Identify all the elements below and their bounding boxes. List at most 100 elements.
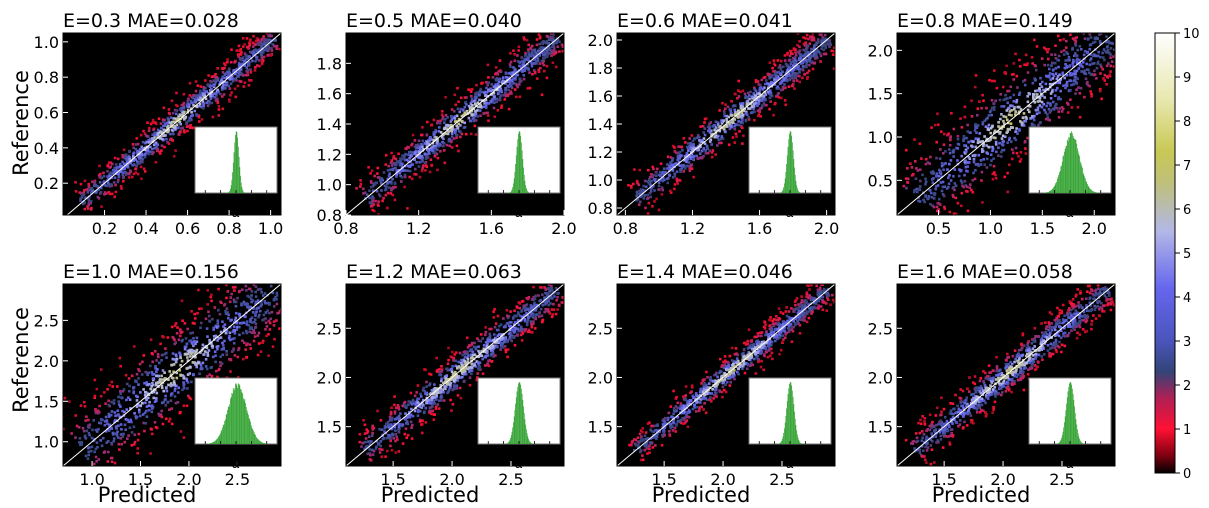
density-point: [645, 185, 648, 189]
density-point: [812, 48, 816, 52]
histogram-bar: [784, 178, 786, 193]
density-point: [769, 92, 773, 95]
density-point: [688, 137, 691, 140]
identity-line: [66, 32, 282, 216]
density-point: [400, 163, 403, 167]
density-point: [202, 85, 205, 89]
density-point: [434, 153, 437, 156]
density-point: [760, 94, 764, 97]
density-point: [262, 48, 266, 51]
density-point: [799, 67, 802, 71]
density-point: [188, 82, 192, 85]
density-point: [513, 88, 517, 91]
density-point: [477, 105, 480, 109]
density-point: [236, 355, 240, 359]
density-point: [547, 38, 551, 41]
density-point: [772, 59, 776, 62]
histogram-bar: [1070, 133, 1072, 193]
density-point: [718, 129, 721, 133]
histogram-bar: [1082, 172, 1084, 193]
density-point: [238, 315, 242, 318]
density-point: [527, 48, 530, 51]
density-point: [1086, 83, 1090, 87]
histogram-bar: [1094, 192, 1096, 193]
density-point: [1124, 58, 1127, 61]
density-point: [257, 38, 260, 42]
density-point: [184, 116, 187, 120]
density-point: [542, 57, 545, 60]
density-point: [685, 164, 689, 168]
density-point: [244, 315, 247, 319]
histogram-bar: [1084, 178, 1086, 193]
density-point: [1086, 50, 1089, 54]
density-point: [264, 328, 267, 331]
density-point: [999, 130, 1002, 134]
density-point: [248, 40, 252, 44]
density-point: [407, 153, 410, 157]
density-point: [441, 140, 444, 144]
density-point: [530, 64, 534, 68]
density-point: [496, 82, 500, 85]
density-point: [698, 139, 701, 142]
density-point: [974, 126, 977, 130]
density-point: [794, 51, 797, 54]
density-point: [421, 165, 425, 168]
density-point: [194, 95, 198, 99]
density-point: [994, 136, 997, 140]
density-point: [86, 207, 90, 210]
density-point: [429, 148, 433, 152]
density-point: [434, 405, 438, 409]
density-point: [796, 44, 799, 47]
density-point: [137, 155, 140, 159]
histogram-bar: [231, 179, 233, 193]
density-point: [994, 173, 997, 177]
density-point: [1067, 56, 1071, 59]
density-point: [181, 126, 185, 130]
density-point: [813, 46, 816, 49]
density-point: [792, 74, 796, 78]
histogram-bar: [526, 190, 528, 193]
density-point: [210, 293, 213, 297]
histogram-bar: [1059, 170, 1061, 193]
density-point: [166, 121, 169, 125]
density-point: [791, 76, 795, 80]
density-point: [508, 80, 511, 84]
density-point: [1093, 40, 1097, 44]
histogram-bar: [518, 131, 520, 193]
density-point: [117, 400, 120, 403]
density-point: [752, 92, 755, 95]
density-point: [974, 125, 978, 128]
density-point: [1019, 65, 1022, 68]
density-point: [186, 373, 190, 376]
density-point: [97, 458, 101, 461]
density-point: [134, 143, 138, 146]
density-point: [149, 452, 152, 455]
density-point: [220, 86, 224, 89]
density-point: [642, 184, 645, 188]
density-point: [155, 370, 158, 373]
density-point: [119, 468, 122, 471]
density-point: [671, 176, 675, 179]
inset-tick-label: -15: [1044, 194, 1065, 209]
density-point: [470, 87, 474, 91]
density-point: [915, 190, 919, 194]
density-point: [1010, 126, 1013, 129]
density-point: [1108, 41, 1111, 45]
density-point: [215, 76, 218, 79]
density-point: [248, 61, 251, 64]
density-point: [639, 188, 643, 191]
density-point: [971, 154, 975, 157]
density-point: [151, 137, 154, 140]
density-point: [247, 295, 251, 299]
density-point: [682, 164, 685, 167]
density-point: [1047, 107, 1051, 111]
histogram-bar: [1061, 161, 1063, 193]
density-point: [380, 182, 383, 185]
density-point: [791, 75, 794, 78]
density-point: [650, 173, 653, 176]
density-point: [173, 387, 177, 391]
density-point: [126, 166, 130, 169]
density-point: [739, 104, 743, 108]
density-point: [208, 319, 211, 323]
